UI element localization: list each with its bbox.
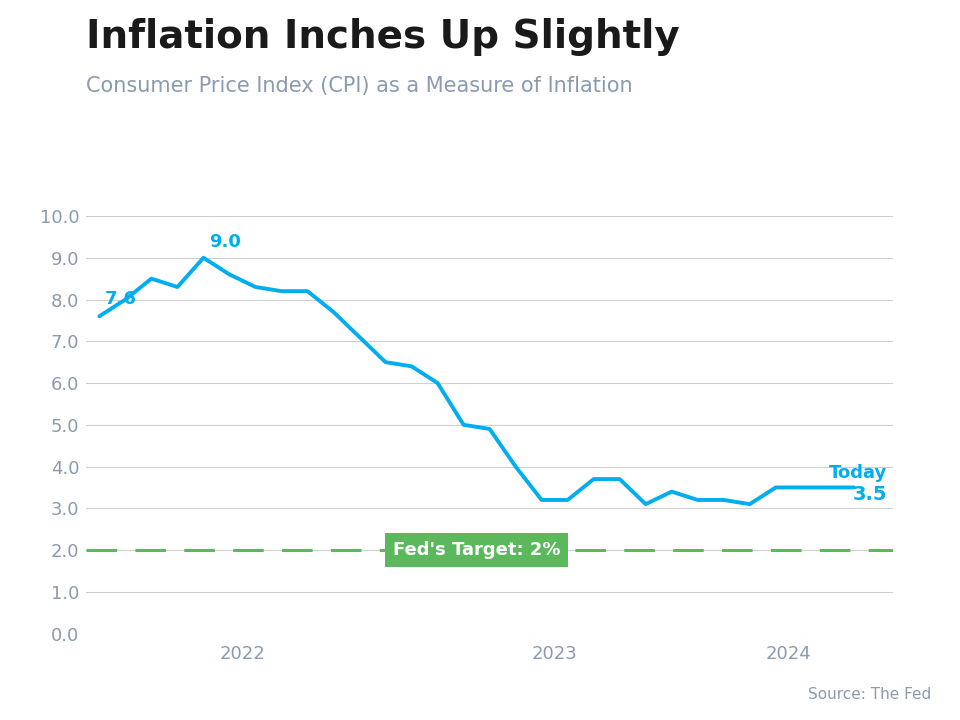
Text: 3.5: 3.5 [853,485,888,504]
Text: 9.0: 9.0 [208,233,241,251]
Text: Source: The Fed: Source: The Fed [808,687,931,702]
Text: Inflation Inches Up Slightly: Inflation Inches Up Slightly [86,18,680,56]
Text: Consumer Price Index (CPI) as a Measure of Inflation: Consumer Price Index (CPI) as a Measure … [86,76,633,96]
Text: Today: Today [829,464,888,482]
Text: 7.6: 7.6 [105,290,136,308]
Text: Fed's Target: 2%: Fed's Target: 2% [393,541,561,559]
